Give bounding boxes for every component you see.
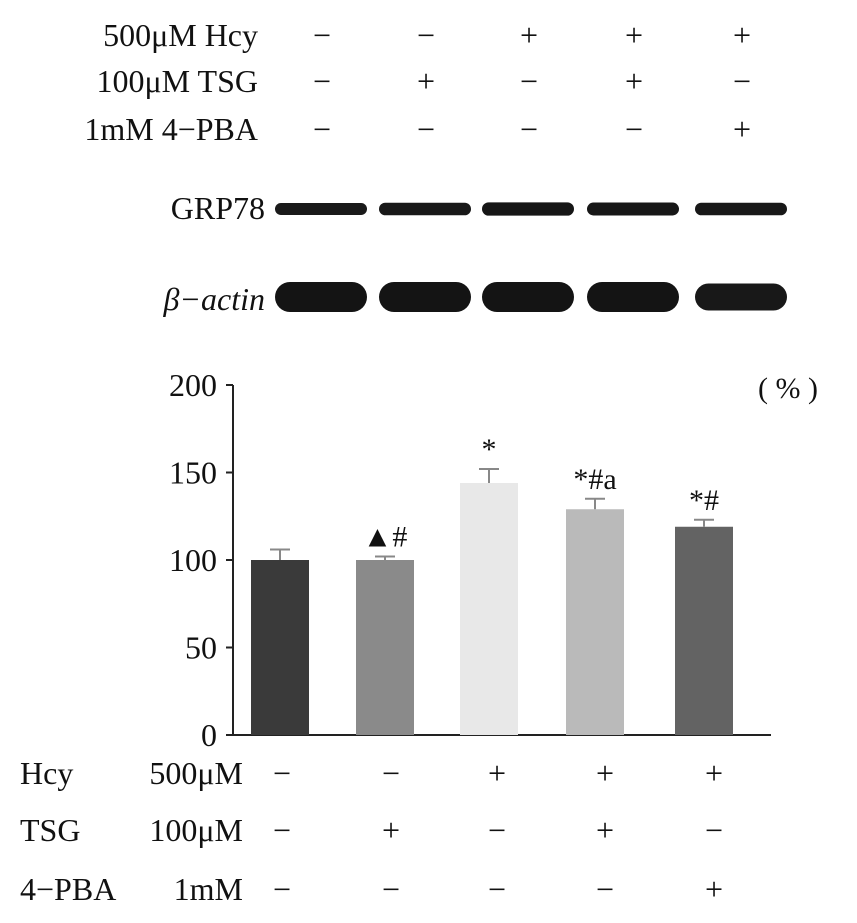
top-condition-sign: −	[520, 63, 538, 99]
bottom-condition-dose: 100μM	[149, 812, 243, 848]
bottom-condition-name: TSG	[20, 812, 80, 848]
top-condition-sign: −	[625, 111, 643, 147]
blot-band	[587, 202, 679, 216]
bottom-condition-name: Hcy	[20, 755, 73, 791]
bar	[251, 560, 309, 735]
top-condition-sign: +	[733, 111, 751, 147]
blot-band	[379, 282, 471, 312]
bottom-condition-sign: −	[596, 871, 614, 907]
blot-band	[695, 202, 787, 216]
blot-row-label: GRP78	[171, 190, 265, 226]
bottom-condition-sign: −	[488, 871, 506, 907]
bottom-condition-sign: +	[705, 755, 723, 791]
bottom-condition-sign: +	[382, 812, 400, 848]
y-tick-label: 200	[169, 367, 217, 403]
blot-band	[379, 202, 471, 216]
top-condition-sign: −	[313, 63, 331, 99]
top-condition-sign: −	[417, 17, 435, 53]
western-blot-panel: GRP78 β−actin	[162, 190, 787, 317]
significance-label: *#	[689, 484, 719, 517]
bottom-condition-sign: +	[488, 755, 506, 791]
top-condition-sign: −	[733, 63, 751, 99]
bottom-condition-sign: +	[596, 755, 614, 791]
bottom-condition-dose: 500μM	[149, 755, 243, 791]
y-tick-label: 150	[169, 455, 217, 491]
top-condition-sign: −	[313, 17, 331, 53]
top-condition-sign: −	[313, 111, 331, 147]
bar	[675, 526, 733, 735]
bottom-condition-dose: 1mM	[174, 871, 243, 907]
bottom-condition-sign: −	[488, 812, 506, 848]
bottom-condition-sign: −	[382, 755, 400, 791]
bottom-condition-sign: −	[705, 812, 723, 848]
blot-band	[482, 282, 574, 312]
y-tick-label: 100	[169, 542, 217, 578]
bottom-condition-sign: −	[273, 812, 291, 848]
bottom-condition-sign: +	[705, 871, 723, 907]
significance-label: *	[482, 433, 497, 466]
bottom-condition-sign: −	[382, 871, 400, 907]
top-condition-sign: +	[625, 63, 643, 99]
blot-row-label: β−actin	[162, 281, 265, 317]
y-axis-ticks: 0 50 100 150 200	[169, 367, 233, 753]
bars: ▲# * *#a *#	[251, 433, 733, 735]
blot-band	[275, 282, 367, 312]
blot-band	[695, 283, 787, 311]
unit-label: ( % )	[758, 372, 818, 405]
blot-band	[275, 203, 367, 215]
top-condition-sign: −	[417, 111, 435, 147]
y-tick-label: 0	[201, 717, 217, 753]
bottom-condition-table: Hcy 500μM − − + + +TSG 100μM − + − + −4−PBA 1mM − − − − +	[20, 755, 723, 907]
bottom-condition-sign: −	[273, 871, 291, 907]
bottom-condition-sign: −	[273, 755, 291, 791]
significance-label: *#a	[573, 463, 616, 496]
top-condition-label: 500μM Hcy	[103, 17, 258, 53]
y-tick-label: 50	[185, 630, 217, 666]
bar	[356, 560, 414, 735]
bar	[460, 483, 518, 735]
blot-band	[587, 282, 679, 312]
bar	[566, 509, 624, 735]
top-condition-label: 1mM 4−PBA	[84, 111, 258, 147]
significance-label: ▲#	[363, 521, 408, 554]
top-condition-label: 100μM TSG	[97, 63, 258, 99]
top-condition-sign: +	[520, 17, 538, 53]
top-condition-sign: +	[625, 17, 643, 53]
bottom-condition-sign: +	[596, 812, 614, 848]
top-condition-sign: −	[520, 111, 538, 147]
bar-chart: ( % ) 0 50 100 150 200 ▲# * *#a *#	[169, 367, 818, 753]
top-condition-sign: +	[733, 17, 751, 53]
blot-band	[482, 202, 574, 216]
top-condition-table: 500μM Hcy − − + + +100μM TSG − + − + − 1mM 4−PBA − − −…	[84, 17, 751, 147]
bottom-condition-name: 4−PBA	[20, 871, 116, 907]
top-condition-sign: +	[417, 63, 435, 99]
